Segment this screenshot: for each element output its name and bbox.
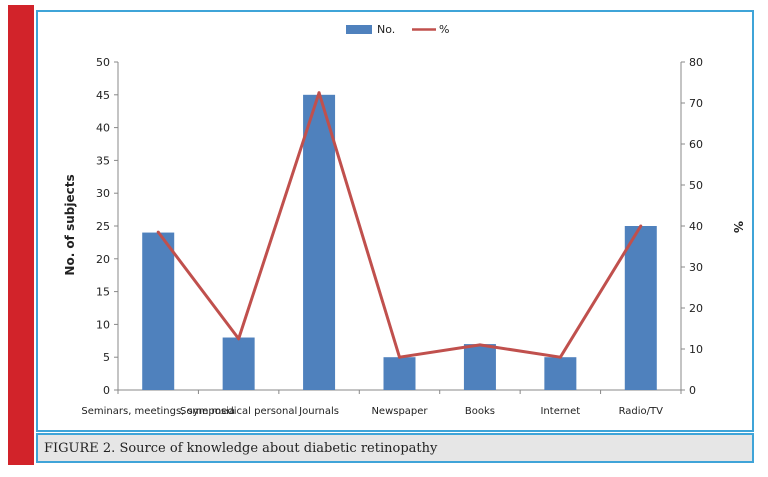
y-tick-labels: 0 5 10 15 20 25 30 35 40 45 50 [96,56,118,397]
figure-caption: FIGURE 2. Source of knowledge about diab… [44,441,438,456]
bars [142,94,657,391]
y-tick-label: 5 [103,351,110,364]
percent-line-path [157,91,643,359]
y2-tick-label: 20 [689,302,703,315]
bar [142,232,175,390]
y-tick-label: 25 [96,220,110,233]
x-tick-label: Seminars, meetings, symposia [81,406,235,417]
y2-tick-label: 0 [689,384,696,397]
percent-point [398,355,401,359]
x-tick-label: Books [465,406,495,417]
legend-label-no: No. [377,23,395,36]
y2-tick-label: 50 [689,179,703,192]
y2-tick-label: 60 [689,138,703,151]
y-tick-label: 45 [96,89,110,102]
y-tick-label: 50 [96,56,110,69]
axes [117,62,682,391]
figure-caption-box: FIGURE 2. Source of knowledge about diab… [36,433,754,463]
percent-point [478,343,482,347]
percent-point [558,355,562,359]
bar [303,94,336,391]
y-tick-label: 15 [96,286,110,299]
x-tick-label: Radio/TV [619,406,664,417]
y-tick-label: 0 [103,384,110,397]
accent-stripe [8,5,34,465]
percent-line [156,91,643,359]
y2-tick-label: 40 [689,220,703,233]
y-tick-label: 35 [96,154,110,167]
x-tick-label: Internet [540,406,580,417]
y2-tick-label: 30 [689,261,703,274]
y-tick-label: 30 [96,187,110,200]
percent-point [156,230,160,234]
y-tick-label: 20 [96,253,110,266]
y2-axis-title: % [731,221,745,233]
x-tick-label: Journals [298,406,339,417]
y-tick-label: 40 [96,122,110,135]
bar [544,357,577,390]
percent-point [639,224,643,228]
y-tick-label: 10 [96,318,110,331]
y-axis-title: No. of subjects [63,174,77,275]
bar [463,344,496,390]
x-tick-label: Some medical personal [180,406,297,417]
bar [383,357,416,390]
x-tick-label: Newspaper [371,406,428,417]
bar [222,337,255,390]
percent-point [317,91,321,95]
y2-tick-label: 70 [689,97,703,110]
y2-tick-label: 80 [689,56,703,69]
percent-point [237,337,241,341]
bar [624,226,657,390]
legend-label-pct: % [439,23,449,36]
legend: No. % [346,23,449,36]
y2-tick-label: 10 [689,343,703,356]
legend-bar-swatch [346,25,372,34]
y2-tick-labels: 0 10 20 30 40 50 60 70 80 [681,56,703,397]
